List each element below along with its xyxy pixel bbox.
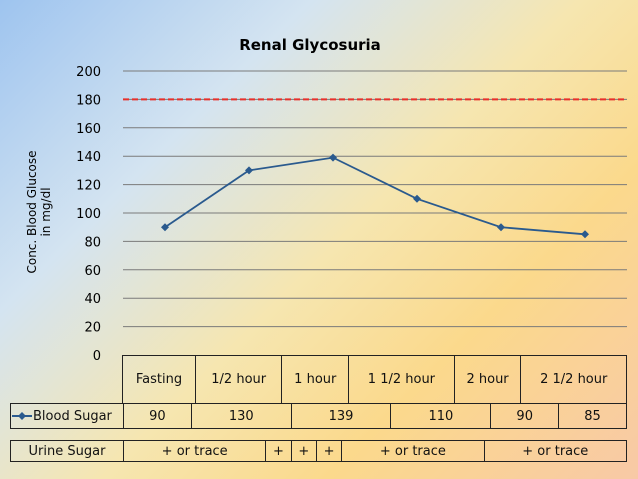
y-axis-label-line2: in mg/dl: [39, 187, 53, 236]
data-point: [497, 223, 505, 232]
data-point: [161, 223, 169, 232]
urine-row-label: Urine Sugar: [10, 440, 124, 462]
category-label: 1 1/2 hour: [348, 355, 455, 404]
series-blood-sugar: [161, 153, 589, 239]
legend-label: Blood Sugar: [33, 408, 112, 424]
y-tick-label: 160: [76, 122, 101, 137]
y-tick-label: 100: [76, 207, 101, 222]
data-point: [329, 153, 337, 162]
category-label: Fasting: [121, 355, 197, 404]
y-tick-label: 200: [76, 65, 101, 80]
urine-sugar-table: Urine Sugar + or trace + + + + or trace …: [10, 440, 628, 462]
y-axis-label: Conc. Blood Glucose in mg/dl: [25, 150, 53, 273]
data-label: 85: [558, 403, 627, 429]
data-label: 139: [290, 403, 392, 429]
gridlines: [123, 70, 627, 328]
chart-title: Renal Glycosuria: [239, 36, 381, 54]
urine-value: + or trace: [483, 440, 628, 462]
series-line: [164, 156, 586, 236]
urine-value: +: [315, 440, 343, 462]
urine-value: + or trace: [122, 440, 267, 462]
data-label: 130: [190, 403, 292, 429]
category-table: Fasting 1/2 hour 1 hour 1 1/2 hour 2 hou…: [10, 355, 627, 404]
legend-marker: [12, 412, 32, 420]
category-label: 1 hour: [281, 355, 350, 404]
urine-value: +: [290, 440, 317, 462]
urine-value: + or trace: [341, 440, 485, 462]
category-label: 2 hour: [453, 355, 522, 404]
y-tick-label: 180: [76, 93, 101, 108]
data-point: [245, 166, 253, 175]
y-tick-label: 140: [76, 150, 101, 165]
y-tick-label: 40: [84, 292, 101, 307]
data-point: [413, 194, 421, 203]
y-tick-label: 60: [84, 264, 101, 279]
category-label: 1/2 hour: [195, 355, 283, 404]
y-axis-label-line1: Conc. Blood Glucose: [25, 150, 39, 273]
data-label: 90: [490, 403, 560, 429]
legend-entry: Blood Sugar: [10, 403, 124, 429]
data-label: 90: [123, 403, 192, 429]
urine-value: +: [265, 440, 292, 462]
y-tick-label: 120: [76, 179, 101, 194]
table-corner: [10, 355, 123, 404]
data-value-table: Blood Sugar 90 130 139 110 90 85: [10, 403, 627, 429]
data-label: 110: [390, 403, 492, 429]
data-point: [581, 230, 589, 239]
category-label: 2 1/2 hour: [520, 355, 627, 404]
y-tick-label: 80: [84, 235, 101, 250]
y-tick-label: 20: [84, 321, 101, 336]
